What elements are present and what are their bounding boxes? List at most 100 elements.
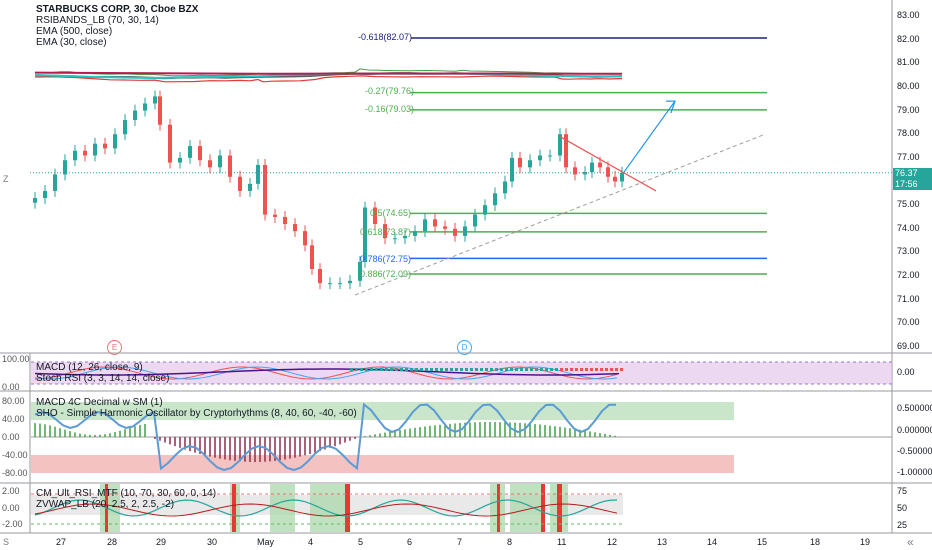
candle-body xyxy=(373,207,377,225)
time-axis-label: 28 xyxy=(107,537,118,547)
time-axis-label: 7 xyxy=(457,537,463,547)
macd-histogram-bar xyxy=(430,368,433,371)
candle-body xyxy=(123,120,127,135)
pane3-left-axis-3: -40.00 xyxy=(2,450,28,460)
candle-body xyxy=(518,157,522,168)
rsi-signal-bar xyxy=(541,484,545,532)
candle-body xyxy=(573,167,577,175)
macd-histogram-bar xyxy=(435,368,438,371)
pane3-right-axis-1: 0.000000 xyxy=(897,425,932,435)
candle-body xyxy=(338,283,342,285)
main-pane-legend: STARBUCKS CORP, 30, Cboe BZX RSIBANDS_LB… xyxy=(36,4,198,48)
candle-body xyxy=(188,146,192,158)
time-axis-label: 4 xyxy=(308,537,314,547)
rsiband-upper-line xyxy=(34,75,623,83)
candle-body xyxy=(303,231,307,246)
pane4-right-axis-1: 50 xyxy=(897,503,908,513)
macd-histogram-bar xyxy=(560,368,563,371)
macd-histogram-bar xyxy=(350,368,353,371)
candle-body xyxy=(548,155,552,157)
price-axis-label: 82.00 xyxy=(897,33,920,44)
candle-body xyxy=(558,134,562,156)
s-label: S xyxy=(3,537,10,547)
ema30-legend[interactable]: EMA (30, close) xyxy=(36,37,107,48)
macd-legend[interactable]: MACD (12, 26, close, 9) xyxy=(36,362,143,373)
zvwap-legend[interactable]: ZVWAP_LB (20, 2.5, 2, 2.5, -2) xyxy=(36,499,175,510)
pane4-left-axis-0: 2.00 xyxy=(2,486,20,496)
dividend-marker[interactable]: D xyxy=(457,340,472,355)
earnings-marker[interactable]: E xyxy=(107,340,122,355)
macd-histogram-bar xyxy=(585,368,588,371)
candle-body xyxy=(413,231,417,236)
symbol-title[interactable]: STARBUCKS CORP, 30, Cboe BZX xyxy=(36,4,199,15)
macd-histogram-bar xyxy=(415,368,418,371)
macd-histogram-bar xyxy=(380,368,383,371)
macd-histogram-bar xyxy=(385,368,388,371)
macd-histogram-bar xyxy=(420,368,423,371)
macd-histogram-bar xyxy=(545,368,548,371)
ema500-legend[interactable]: EMA (500, close) xyxy=(36,26,113,37)
candle-body xyxy=(348,280,352,284)
cm-rsi-legend[interactable]: CM_Ult_RSI_MTF (10, 70, 30, 60, 0, 14) xyxy=(36,488,217,499)
macd-histogram-bar xyxy=(620,368,623,371)
macd-histogram-bar xyxy=(475,368,478,371)
time-axis-label: 30 xyxy=(207,537,218,547)
zvwap-line xyxy=(34,499,618,517)
time-axis-label: 19 xyxy=(860,537,871,547)
last-price-tag: 76.37 xyxy=(893,168,932,179)
candle-body xyxy=(228,155,232,177)
candle-body xyxy=(83,150,87,156)
macd-histogram-bar xyxy=(500,368,503,371)
macd-histogram-bar xyxy=(610,368,613,371)
macd4c-legend[interactable]: MACD 4C Decimal w SM (1) xyxy=(36,397,163,408)
fib-label-0886: 0.886(72.09) xyxy=(360,269,412,279)
price-axis-label: 75.00 xyxy=(897,199,920,210)
macd-histogram-bar xyxy=(525,368,528,371)
sho-upper-zone xyxy=(31,402,734,420)
macd-histogram-bar xyxy=(365,368,368,371)
stochrsi-legend[interactable]: Stoch RSI (3, 3, 14, 14, close) xyxy=(36,373,170,384)
candle-body xyxy=(620,172,624,182)
rsibands-legend[interactable]: RSIBANDS_LB (70, 30, 14) xyxy=(36,15,159,26)
candle-body xyxy=(293,224,297,232)
macd-histogram-bar xyxy=(555,368,558,371)
time-axis-label: 11 xyxy=(557,537,567,547)
price-axis-label: 78.00 xyxy=(897,128,920,139)
pane4-left-axis-2: -2.00 xyxy=(2,519,23,529)
macd-histogram-bar xyxy=(615,368,618,371)
price-axis-label: 80.00 xyxy=(897,80,920,91)
candle-body xyxy=(493,193,497,206)
pane3-left-axis-4: -80.00 xyxy=(2,468,28,478)
time-axis-label: 13 xyxy=(657,537,668,547)
candle-body xyxy=(590,162,594,173)
candle-body xyxy=(433,219,437,227)
scroll-to-realtime-icon[interactable]: « xyxy=(907,535,914,549)
fib-label-05: 0.5(74.65) xyxy=(370,208,412,218)
time-axis-label: 15 xyxy=(757,537,768,547)
macd-histogram-bar xyxy=(505,368,508,371)
macd-histogram-bar xyxy=(450,368,453,371)
pane3-left-axis-0: 80.00 xyxy=(2,396,25,406)
candle-body xyxy=(256,164,260,184)
price-axis-label: 73.00 xyxy=(897,246,920,257)
pane2-left-axis-bottom: 0.00 xyxy=(2,382,20,392)
candle-body xyxy=(453,228,457,236)
macd-histogram-bar xyxy=(390,368,393,371)
price-axis-label: 79.00 xyxy=(897,104,920,115)
candle-body xyxy=(103,143,107,149)
price-axis-label: 71.00 xyxy=(897,293,920,304)
time-axis-label: 29 xyxy=(156,537,167,547)
candle-body xyxy=(318,268,322,284)
macd-histogram-bar xyxy=(470,368,473,371)
candle-body xyxy=(383,224,387,239)
candle-body xyxy=(63,160,67,175)
projection-arrow-line xyxy=(623,100,676,173)
price-axis-label: 74.00 xyxy=(897,222,920,233)
sho-legend[interactable]: SHO - Simple Harmonic Oscillator by Cryp… xyxy=(36,408,357,419)
pane4-right-axis-2: 25 xyxy=(897,520,908,530)
rsi-signal-bar xyxy=(557,484,562,532)
pane3-right-axis-2: -0.500000 xyxy=(897,446,932,456)
candle-body xyxy=(363,207,367,262)
